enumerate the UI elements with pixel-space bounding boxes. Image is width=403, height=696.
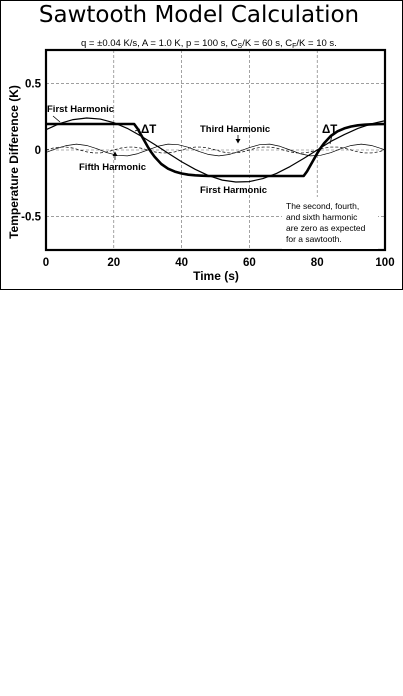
annotation-delta-t-right: ΔT xyxy=(322,124,337,136)
x-tick-label: 100 xyxy=(375,257,394,269)
axis-ticks: 0 20 40 60 80 100 0.5 0 -0.5 xyxy=(21,78,394,269)
series-line xyxy=(45,146,386,154)
note-box: The second, fourth, and sixth harmonic a… xyxy=(282,197,378,249)
x-tick-label: 40 xyxy=(175,257,188,269)
series-lines xyxy=(45,117,386,183)
note-line-2: and sixth harmonic xyxy=(286,212,358,222)
annotation-delta-t-right-pointer xyxy=(329,134,333,145)
params-cf: C xyxy=(285,38,292,49)
params-main: q = ±0.04 K/s, A = 1.0 K, p = 100 s, xyxy=(81,38,231,49)
annotation-fifth-harmonic: Fifth Harmonic xyxy=(79,162,146,173)
y-tick-label: 0.5 xyxy=(25,78,42,90)
chart-figure: Sawtooth Model Calculation q = ±0.04 K/s… xyxy=(0,0,403,290)
series-line xyxy=(45,117,386,183)
x-tick-label: 0 xyxy=(43,257,49,269)
note-line-3: are zero as expected xyxy=(286,223,366,233)
annotation-delta-t-left-pointer xyxy=(134,128,141,132)
plot-area-frame xyxy=(44,48,387,252)
chart-parameters: q = ±0.04 K/s, A = 1.0 K, p = 100 s, CS/… xyxy=(81,38,337,50)
x-tick-label: 20 xyxy=(107,257,120,269)
x-axis-label: Time (s) xyxy=(193,269,239,283)
note-line-4: for a sawtooth. xyxy=(286,234,342,244)
annotation-third-harmonic: Third Harmonic xyxy=(200,124,270,135)
y-tick-label: -0.5 xyxy=(21,212,41,224)
chart-svg: Sawtooth Model Calculation q = ±0.04 K/s… xyxy=(0,0,403,290)
params-cs-rest: /K = 60 s, xyxy=(242,38,285,49)
annotation-first-harmonic-bottom: First Harmonic xyxy=(200,185,267,196)
note-line-1: The second, fourth, xyxy=(286,201,359,211)
series-line xyxy=(45,143,386,157)
y-axis-label: Temperature Difference (K) xyxy=(7,85,21,239)
params-cs: C xyxy=(231,38,238,49)
note-box-background xyxy=(282,197,378,249)
annotations: First Harmonic ΔT Third Harmonic ΔT Fift… xyxy=(47,104,378,249)
y-tick-label: 0 xyxy=(35,145,41,157)
chart-title: Sawtooth Model Calculation xyxy=(39,2,359,28)
annotation-third-harmonic-arrowhead xyxy=(235,139,241,144)
annotation-first-harmonic-top-pointer xyxy=(52,115,61,123)
annotation-fifth-harmonic-arrowhead xyxy=(112,151,118,156)
params-cf-rest: /K = 10 s. xyxy=(296,38,336,49)
annotation-first-harmonic-top: First Harmonic xyxy=(47,104,114,115)
params-cs-sub: S xyxy=(238,43,243,50)
x-tick-label: 60 xyxy=(243,257,256,269)
params-cf-sub: F xyxy=(292,43,296,50)
annotation-delta-t-left: ΔT xyxy=(141,124,156,136)
series-line xyxy=(46,122,386,178)
x-tick-label: 80 xyxy=(311,257,324,269)
